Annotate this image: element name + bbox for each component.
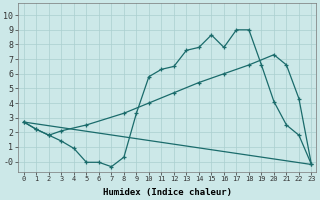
X-axis label: Humidex (Indice chaleur): Humidex (Indice chaleur) <box>102 188 232 197</box>
